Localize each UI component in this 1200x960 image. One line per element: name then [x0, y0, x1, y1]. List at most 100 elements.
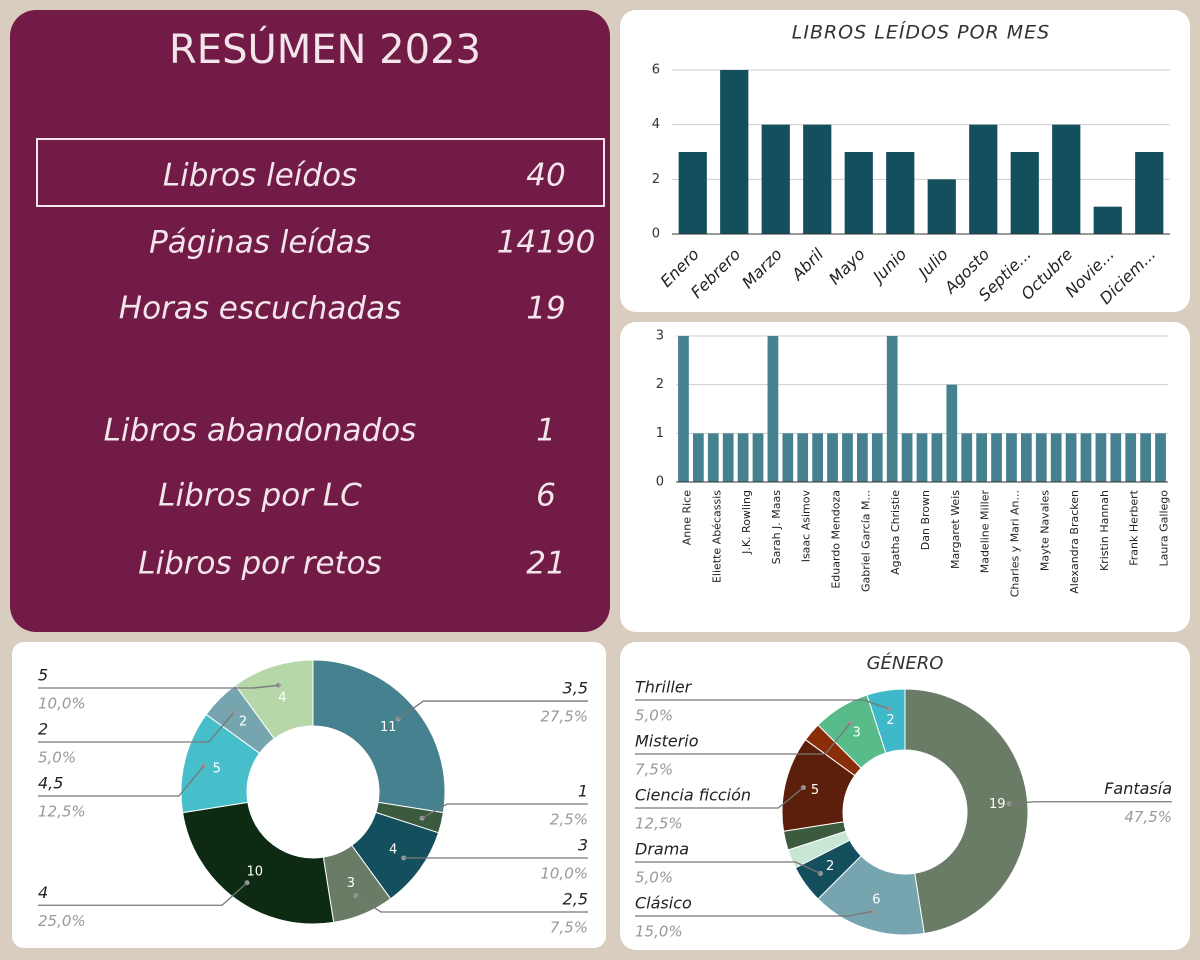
bar	[761, 124, 790, 234]
percent-label: 12,5%	[635, 815, 683, 833]
legend-label: Misterio	[635, 732, 699, 751]
x-tick-label: Frank Herbert	[1128, 489, 1141, 565]
bar	[752, 433, 764, 482]
slice-label: 3	[853, 726, 861, 741]
percent-label: 5,0%	[635, 869, 673, 887]
slice-label: 3	[347, 876, 355, 891]
chart-panel	[620, 642, 1190, 950]
legend-label: 2	[38, 720, 48, 739]
slice-label: 2	[886, 713, 894, 728]
summary-value: 14190	[497, 225, 596, 261]
legend-label: 4,5	[38, 774, 63, 793]
x-tick-label: Sarah J. Maas	[770, 490, 783, 565]
chart-title: GÉNERO	[867, 652, 944, 674]
slice-label: 4	[278, 690, 286, 705]
bar	[976, 433, 988, 482]
slice-label: 10	[247, 865, 264, 880]
bar	[991, 433, 1002, 482]
leader-line	[38, 765, 205, 797]
donut-slice	[234, 659, 314, 740]
bar	[1052, 124, 1081, 234]
bar	[692, 433, 704, 482]
percent-label: 5,0%	[635, 707, 673, 725]
summary-label: Libros por LC	[158, 478, 362, 514]
summary-label: Libros abandonados	[104, 413, 417, 449]
bar	[1050, 433, 1062, 482]
bar	[927, 179, 956, 234]
bar	[844, 152, 873, 234]
x-tick-label: Alexandra Bracken	[1068, 490, 1081, 594]
x-tick-label: Kristin Hannah	[1098, 490, 1111, 571]
bar	[803, 124, 832, 234]
percent-label: 25,0%	[38, 912, 86, 930]
percent-label: 27,5%	[540, 708, 588, 726]
bar	[678, 336, 689, 482]
summary-label: Horas escuchadas	[119, 291, 401, 327]
legend-label: 3,5	[563, 679, 588, 698]
slice-label: 2	[239, 714, 247, 729]
bar	[1010, 152, 1039, 234]
summary-value: 21	[526, 546, 565, 582]
bar	[1110, 433, 1122, 482]
bar	[1035, 433, 1047, 482]
summary-label: Páginas leídas	[149, 225, 371, 261]
percent-label: 15,0%	[635, 923, 683, 941]
x-tick-label: Mayte Navales	[1038, 490, 1051, 571]
leader-line	[635, 699, 889, 710]
bar	[1140, 433, 1152, 482]
bar	[707, 433, 719, 482]
bar	[916, 433, 928, 482]
percent-label: 7,5%	[635, 761, 673, 779]
legend-label: Drama	[635, 840, 689, 859]
bar	[1080, 433, 1092, 482]
bar	[678, 152, 707, 234]
bar	[1065, 433, 1077, 482]
chart-title: LIBROS LEÍDOS POR MES	[792, 21, 1050, 44]
bar	[901, 433, 913, 482]
bar	[1095, 433, 1107, 482]
leader-line	[397, 700, 588, 720]
chart-panel	[12, 642, 606, 948]
legend-label: 2,5	[563, 890, 588, 909]
y-tick-label: 0	[656, 475, 664, 490]
legend-label: Thriller	[635, 678, 693, 697]
legend-label: Fantasía	[1104, 779, 1172, 798]
leader-line	[1009, 801, 1172, 805]
x-tick-label: Eliette Abécassis	[710, 490, 723, 583]
bar	[842, 433, 853, 482]
slice-label: 6	[872, 892, 880, 907]
legend-label: Clásico	[635, 894, 692, 913]
y-tick-label: 6	[652, 63, 660, 78]
summary-label: Libros leídos	[163, 158, 357, 194]
summary-value: 19	[526, 291, 565, 327]
leader-line	[38, 712, 235, 743]
bar	[812, 433, 824, 482]
x-tick-label: Margaret Weis	[949, 490, 962, 569]
donut-slice	[182, 801, 335, 925]
bar	[797, 433, 809, 482]
bar	[871, 433, 883, 482]
legend-label: 4	[38, 883, 48, 902]
x-tick-label: Charles y Mari An...	[1008, 490, 1021, 597]
slice-label: 2	[826, 859, 834, 874]
bar	[1093, 206, 1122, 234]
leader-line	[421, 803, 588, 819]
bar	[737, 433, 749, 482]
leader-line	[355, 895, 588, 913]
summary-value: 40	[526, 158, 565, 194]
x-tick-label: Agatha Christie	[889, 490, 902, 575]
x-tick-label: Madeline Miller	[979, 490, 992, 574]
x-tick-label: Anne Rice	[680, 490, 693, 545]
donut-slice	[312, 659, 446, 814]
bar	[886, 336, 898, 482]
bar	[931, 433, 943, 482]
x-tick-label: J.K. Rowling	[740, 490, 753, 555]
legend-label: 5	[38, 666, 48, 685]
legend-label: 1	[578, 782, 588, 801]
x-tick-label: Laura Gallego	[1158, 490, 1171, 567]
y-tick-label: 2	[656, 377, 664, 392]
leader-line	[635, 722, 851, 755]
y-tick-label: 4	[652, 117, 660, 132]
x-tick-label: Isaac Asimov	[800, 490, 813, 563]
summary-label: Libros por retos	[138, 546, 382, 582]
